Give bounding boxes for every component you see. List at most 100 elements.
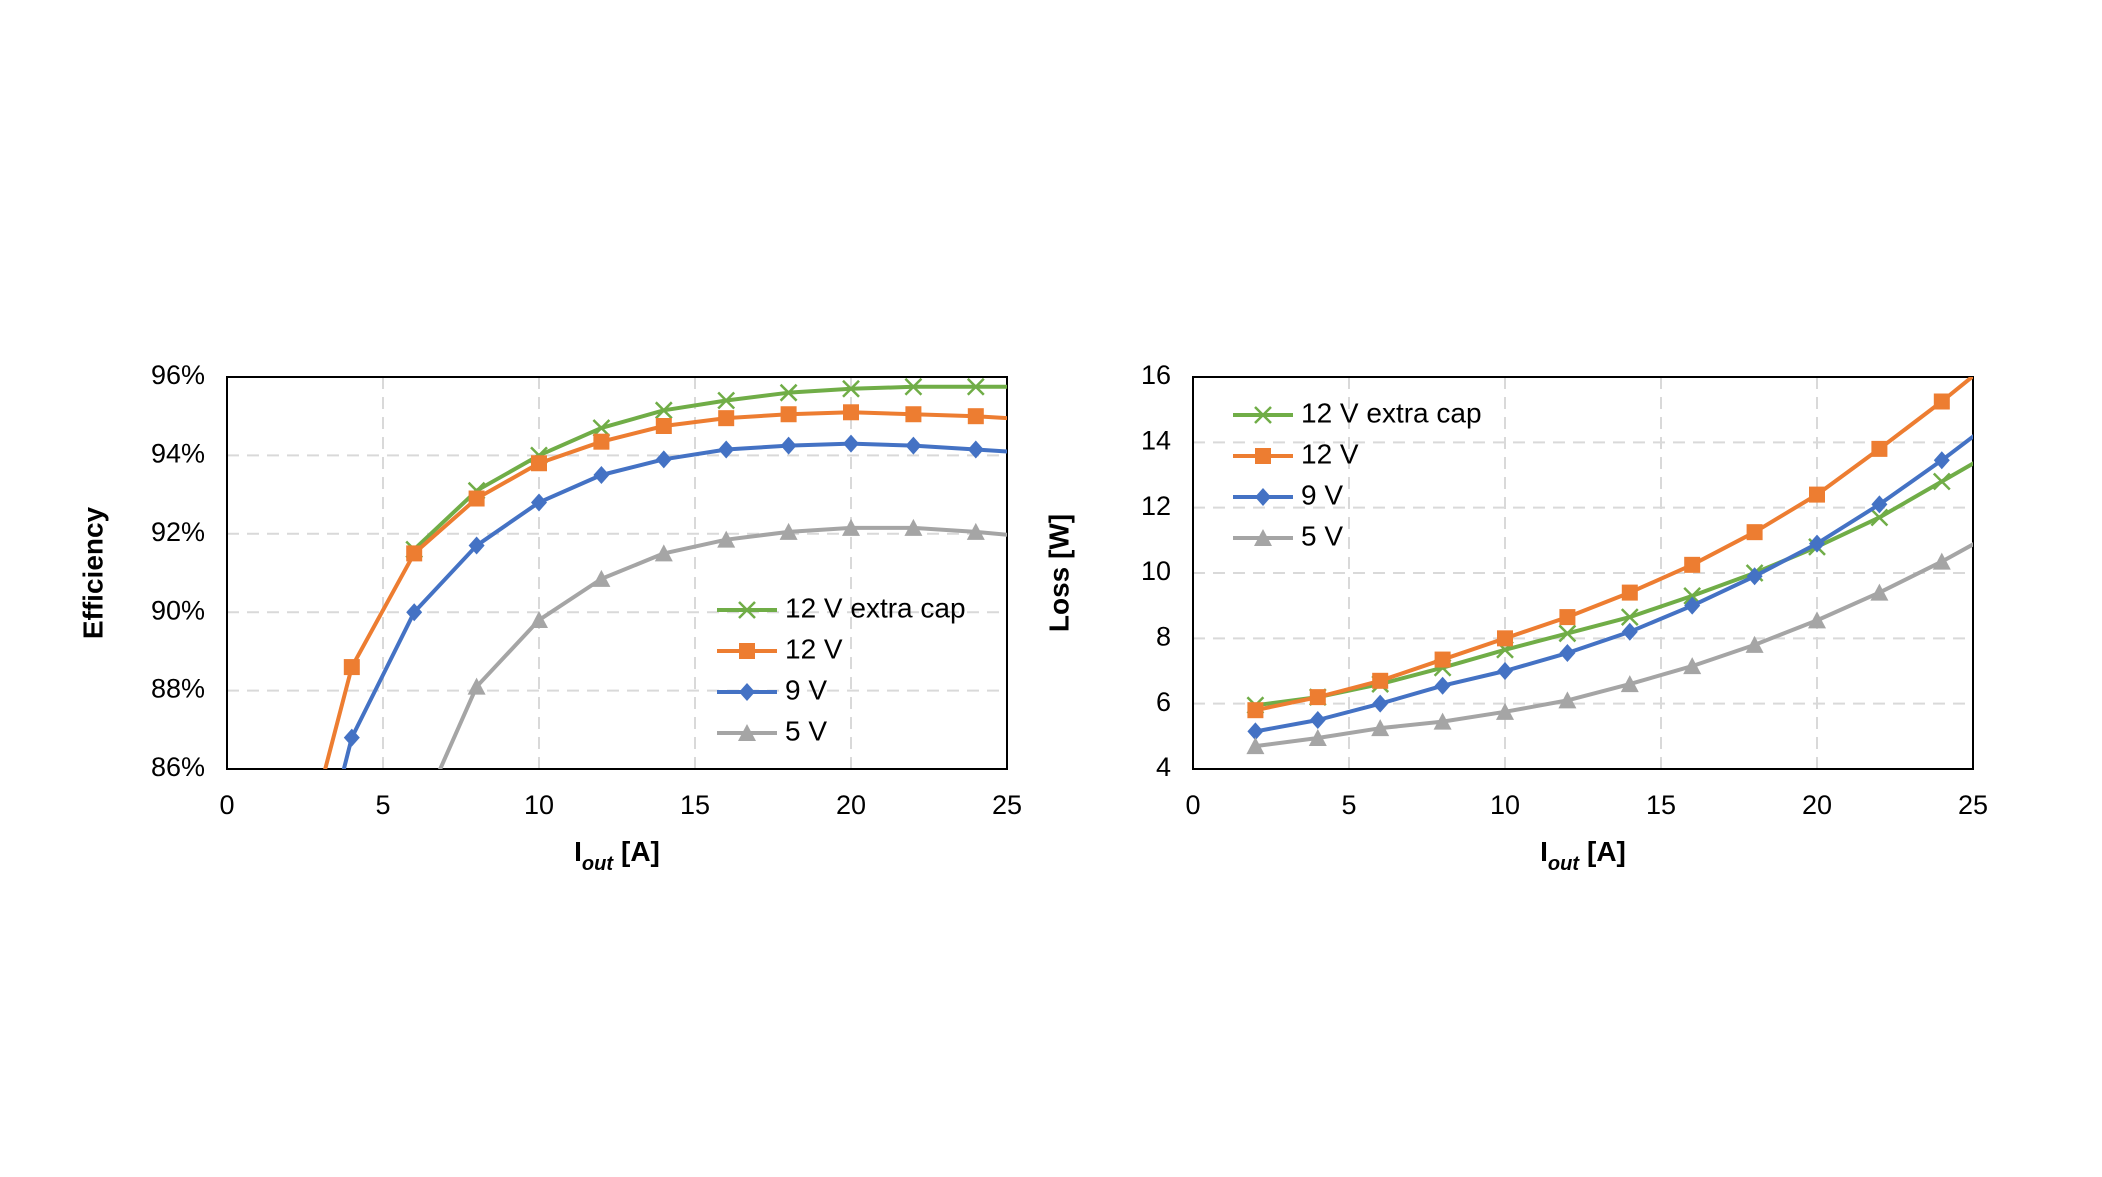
x-tick-label: 15 [680, 790, 710, 820]
marker [1684, 556, 1701, 573]
marker [593, 466, 610, 484]
x-axis-label-part: [A] [1587, 836, 1626, 867]
legend-marker [738, 724, 756, 741]
marker [718, 410, 735, 427]
y-axis-label: Efficiency [77, 506, 108, 639]
legend-label: 12 V extra cap [785, 592, 966, 623]
x-tick-label: 5 [375, 790, 390, 820]
marker [1745, 635, 1764, 653]
y-tick-label: 16 [1141, 360, 1171, 390]
marker [1621, 584, 1638, 601]
marker [1871, 495, 1888, 514]
x-axis-label-part: out [582, 853, 614, 875]
marker [468, 490, 485, 507]
legend-label: 5 V [1301, 520, 1343, 551]
marker [967, 440, 984, 459]
chart: 4 6 8 10 12 14 16 0 5 10 15 20 25 Loss [W] Iout [A] 12 V… [1043, 360, 1988, 875]
legend-label: 9 V [1301, 479, 1343, 510]
plot-frame [226, 376, 1008, 770]
legend-marker [739, 683, 755, 701]
plot-area [323, 377, 1007, 769]
marker [1809, 534, 1825, 553]
marker [1434, 651, 1451, 668]
y-tick-label: 90% [151, 595, 205, 625]
marker [406, 545, 423, 562]
legend-marker [1254, 406, 1272, 424]
x-tick-label: 5 [1341, 790, 1356, 820]
x-tick-label: 10 [1490, 790, 1520, 820]
marker [1620, 608, 1639, 626]
marker [967, 408, 984, 425]
marker [1558, 624, 1577, 643]
marker [1497, 662, 1513, 680]
marker [779, 383, 798, 402]
legend-marker [1254, 529, 1272, 546]
marker [592, 569, 611, 587]
x-tick-label: 20 [836, 790, 866, 820]
y-tick-label: 12 [1141, 491, 1171, 521]
marker [1809, 486, 1825, 503]
marker [1933, 393, 1950, 410]
legend-label: 12 V [785, 633, 843, 664]
marker [842, 518, 860, 536]
marker [654, 544, 673, 562]
y-tick-label: 92% [151, 517, 205, 547]
marker [1684, 596, 1701, 615]
marker [1870, 508, 1889, 527]
y-tick-label: 96% [151, 360, 205, 390]
x-tick-label: 25 [1958, 790, 1988, 820]
x-tick-label: 15 [1646, 790, 1676, 820]
marker [1308, 728, 1327, 746]
marker [1558, 691, 1577, 709]
marker [1808, 611, 1826, 629]
legend-label: 12 V extra cap [1301, 397, 1482, 428]
marker [1746, 524, 1763, 541]
marker [1559, 644, 1576, 663]
marker [843, 404, 859, 421]
legend-label: 12 V [1301, 438, 1359, 469]
legend-marker [739, 643, 755, 659]
marker [593, 433, 610, 450]
marker [842, 379, 860, 398]
marker [1371, 719, 1390, 737]
marker [468, 536, 485, 555]
legend-marker [1255, 448, 1271, 464]
marker [1497, 630, 1513, 647]
x-tick-label: 0 [1185, 790, 1200, 820]
marker [1621, 622, 1638, 641]
marker [343, 728, 360, 747]
marker [530, 611, 548, 629]
chart: 86% 88% 90% 92% 94% 96% 0 5 10 15 20 25 Efficiency Io… [77, 360, 1022, 875]
marker [592, 419, 611, 437]
marker [467, 677, 486, 695]
marker [966, 377, 985, 396]
marker [779, 522, 798, 540]
marker [1683, 657, 1702, 675]
y-tick-label: 14 [1141, 425, 1171, 455]
legend-marker [1255, 488, 1271, 506]
marker [1559, 609, 1576, 626]
x-axis-label-part: out [1548, 853, 1580, 875]
y-tick-label: 4 [1156, 752, 1171, 782]
marker [718, 440, 735, 459]
x-axis-label-part: I [1540, 836, 1548, 867]
marker [406, 603, 423, 622]
x-tick-label: 0 [219, 790, 234, 820]
marker [1870, 583, 1889, 601]
x-tick-label: 10 [524, 790, 554, 820]
marker [1433, 712, 1452, 730]
marker [1372, 672, 1389, 689]
marker [717, 391, 736, 410]
marker [655, 418, 672, 434]
marker [904, 377, 923, 396]
marker [1620, 675, 1639, 693]
y-tick-label: 94% [151, 439, 205, 469]
marker [654, 401, 673, 420]
x-axis-label-part: I [574, 836, 582, 867]
marker [780, 406, 797, 423]
marker [531, 455, 547, 472]
marker [1933, 451, 1950, 470]
legend-marker [738, 601, 756, 619]
